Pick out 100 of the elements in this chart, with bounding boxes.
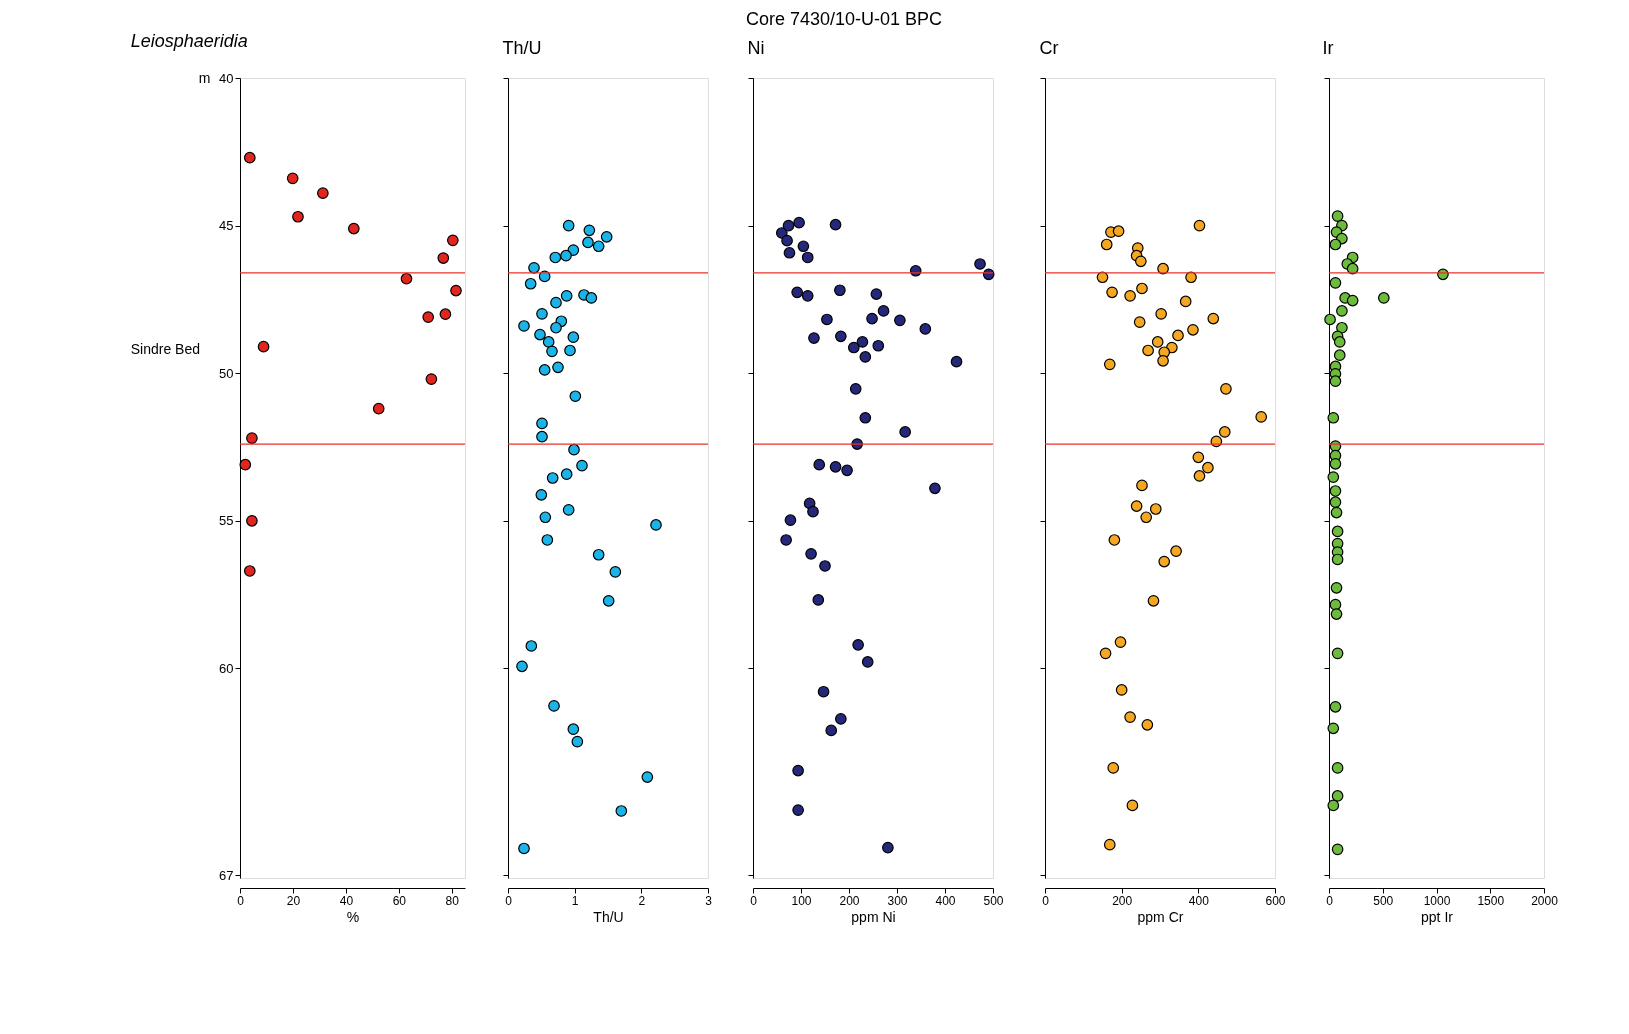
x-tick-label: 1500	[1477, 893, 1505, 908]
point	[1149, 503, 1162, 515]
point	[1207, 312, 1220, 325]
point	[536, 308, 548, 320]
point	[1330, 506, 1343, 519]
point	[1327, 471, 1340, 483]
point	[400, 272, 413, 285]
point	[835, 713, 847, 725]
point	[1329, 496, 1342, 509]
point	[518, 842, 530, 855]
point	[1327, 411, 1340, 424]
point	[549, 251, 562, 264]
point	[1115, 684, 1128, 696]
point	[548, 700, 560, 712]
point	[536, 417, 548, 430]
point	[615, 805, 628, 817]
point	[1136, 282, 1148, 295]
point	[859, 411, 872, 424]
point	[567, 244, 580, 256]
point	[797, 240, 810, 253]
point	[1187, 323, 1199, 336]
point	[560, 249, 572, 262]
point	[1193, 219, 1206, 232]
point	[568, 443, 580, 456]
point	[894, 314, 906, 327]
point	[1179, 295, 1192, 308]
point	[550, 296, 562, 309]
point	[1329, 485, 1342, 497]
point	[1331, 843, 1344, 856]
point	[1220, 383, 1232, 395]
point	[877, 305, 890, 317]
point	[1133, 316, 1146, 328]
x-axis-title: %	[346, 908, 360, 925]
point	[437, 252, 450, 264]
point	[585, 292, 598, 304]
point	[801, 290, 814, 302]
point	[541, 534, 554, 546]
point	[1124, 711, 1136, 723]
point	[1329, 598, 1342, 611]
point	[1147, 594, 1160, 607]
point	[859, 351, 872, 363]
y-tick-label: 50	[219, 365, 234, 381]
point	[1158, 555, 1171, 568]
point	[546, 472, 559, 484]
point	[538, 270, 551, 283]
point	[347, 222, 360, 235]
point	[546, 345, 558, 358]
point	[847, 341, 860, 354]
point	[1329, 458, 1342, 470]
point	[929, 482, 941, 495]
point	[1346, 294, 1359, 307]
point	[1329, 277, 1342, 289]
point	[1255, 411, 1268, 423]
point	[641, 771, 654, 783]
point	[564, 344, 576, 357]
point	[808, 332, 820, 344]
point	[1140, 511, 1153, 524]
point	[829, 460, 842, 473]
point	[1108, 534, 1121, 546]
point	[1218, 426, 1231, 438]
point	[450, 284, 462, 297]
point	[243, 565, 256, 577]
point	[791, 286, 803, 299]
x-tick-label: 0	[750, 893, 758, 908]
point	[446, 234, 459, 247]
x-tick-label: 500	[1373, 893, 1394, 908]
point	[562, 504, 575, 516]
x-tick-label: 3	[705, 893, 713, 908]
chart-title: Ir	[1322, 37, 1334, 58]
point	[792, 804, 804, 816]
x-tick-label: 1000	[1423, 893, 1451, 908]
point	[1106, 286, 1118, 299]
point	[852, 638, 864, 651]
point	[784, 514, 797, 527]
point	[782, 219, 795, 232]
point	[1336, 305, 1348, 317]
point	[562, 219, 575, 232]
point	[861, 656, 874, 668]
point	[1126, 799, 1139, 812]
x-axis-title: ppm Ni	[851, 908, 896, 925]
x-tick-label: 2	[638, 893, 646, 908]
x-tick-label: 40	[339, 893, 354, 908]
point	[1333, 349, 1346, 362]
x-tick-label: 0	[1326, 893, 1334, 908]
point	[1331, 762, 1344, 774]
point	[1324, 313, 1336, 326]
point	[525, 640, 538, 652]
point	[1103, 358, 1116, 371]
chart-title: Leiosphaeridia	[130, 31, 248, 51]
point	[583, 224, 596, 237]
x-axis-title: ppm Cr	[1137, 908, 1184, 925]
point	[609, 566, 622, 578]
point	[582, 236, 594, 249]
point	[1331, 790, 1344, 802]
point	[819, 560, 831, 572]
point	[1103, 838, 1116, 851]
point	[1170, 545, 1182, 558]
point	[919, 323, 932, 335]
y-tick-label: 40	[219, 70, 234, 86]
point	[1192, 451, 1205, 464]
